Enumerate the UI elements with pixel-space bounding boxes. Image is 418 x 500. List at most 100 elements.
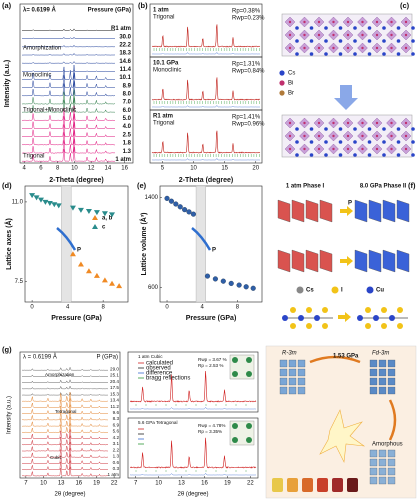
pressure-label: 30.0 [119,34,131,40]
fit-title: 1 atm Cubic [138,354,163,359]
pressure-label: 10.1 [119,75,131,81]
atom [295,52,299,56]
atom [246,371,252,377]
pressure-label: 22.2 [119,42,131,48]
plot-frame [19,351,121,479]
pressure-label: 4.0 [123,124,132,130]
data-point [109,212,116,218]
fit-trace [129,370,257,403]
atom [367,140,372,144]
arrow [340,256,353,266]
pattern-trace [21,366,108,371]
data-point [77,261,84,267]
panel-label: (f) [408,181,416,190]
atom [338,140,343,144]
legend-label: I [341,288,343,294]
polyhedron [277,249,291,273]
pattern-trace [21,435,108,446]
cell-block [369,476,378,485]
cell-block [279,359,288,368]
pressure-label: 2.2 [113,447,120,452]
polyhedron [291,249,305,273]
transition-band [195,185,206,303]
data-point [85,209,92,215]
panel-label: (c) [400,1,410,10]
pressure-label: 3.1 [113,441,120,446]
cell-block [297,359,306,368]
difference-trace [130,473,257,476]
pressure-label: 1.53 GPa [333,354,359,360]
pressure-label: 8.0 [123,92,132,98]
atom [404,46,408,50]
burst [319,409,366,464]
pressure-label: 17.5 [110,385,119,390]
pattern-trace [21,113,116,129]
atom [288,134,292,138]
polyhedron [382,249,396,273]
phase-label: Trigonal [23,154,44,160]
annotation: λ= 0.6199 Å [23,7,57,14]
data-point [37,197,44,203]
atom [232,357,238,363]
cell-block [288,386,297,395]
x-tick-label: 7 [24,481,28,487]
arrow [334,85,358,110]
atom [346,134,350,138]
legend-label: Br [288,91,294,97]
fit-trace [152,77,261,101]
atom [361,147,364,151]
x-tick-label: 0 [165,305,169,311]
atom [324,39,328,43]
atom [288,33,292,37]
pattern-trace [21,392,108,402]
atom [375,121,379,125]
polyhedron [354,249,368,273]
pressure-label: 25.1 [110,373,119,378]
atom [367,39,372,43]
legend-title: Pressure (GPa) [88,8,131,14]
atom [332,121,335,125]
cell-block [288,368,297,377]
data-point [182,207,188,213]
atom [309,140,314,144]
atom [382,52,386,56]
legend-marker [331,286,339,294]
pattern-trace [21,146,116,162]
pressure-label: 7.0 [123,100,132,106]
x-tick-label: 16 [121,166,128,172]
data-point [168,198,174,204]
atom [396,52,401,56]
atom [309,39,314,43]
atom [361,33,364,37]
atom [382,39,386,43]
fit-trace [151,130,261,154]
atom [381,323,387,329]
legend-title: P (GPa) [96,355,118,361]
atom [295,127,299,131]
polyhedron [277,199,291,223]
data-point [77,207,84,213]
y-tick-label: 7.5 [15,279,24,285]
pressure-label: 2.5 [123,132,132,138]
panel-label: (d) [2,181,12,190]
data-point [101,211,108,217]
atom [411,39,415,43]
data-point [51,202,58,208]
atom [332,134,335,138]
phase-label: R-3m [282,351,297,357]
cell-block [387,467,396,476]
phase-label: Fd-3m [372,351,389,357]
pattern-trace [22,28,116,31]
pattern-trace [21,130,116,146]
atom [375,20,379,24]
atom [338,153,343,157]
x-tick-label: 0 [30,305,34,311]
plot-frame [149,109,263,164]
plot-frame [127,351,259,413]
phase-label: Trigonal+Monoclinic [23,108,76,114]
atom [396,127,401,131]
pattern-trace [21,44,116,48]
polyhedron [382,199,396,223]
arrow-label: P [77,248,81,254]
r-factor: Rp = 3.35% [198,429,222,434]
